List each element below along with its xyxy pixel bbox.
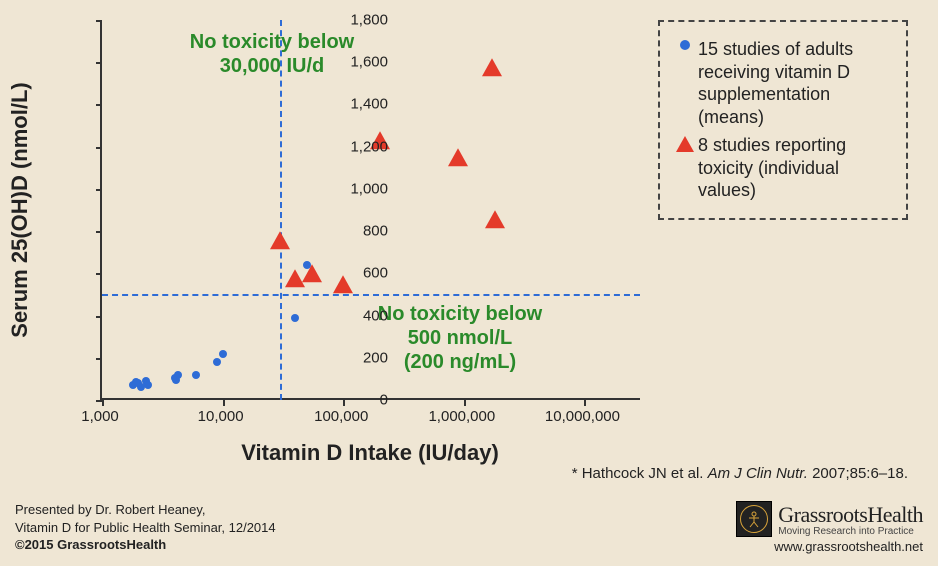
circle-marker-icon bbox=[144, 381, 152, 389]
y-tick-label: 0 bbox=[328, 392, 388, 409]
x-tick-label: 1,000,000 bbox=[428, 408, 495, 425]
y-tick-label: 1,600 bbox=[328, 54, 388, 71]
circle-marker-icon bbox=[174, 371, 182, 379]
circle-marker-icon bbox=[291, 314, 299, 322]
x-axis-label: Vitamin D Intake (IU/day) bbox=[241, 440, 499, 466]
y-tick-label: 1,800 bbox=[328, 12, 388, 29]
annotation-text: No toxicity below 500 nmol/L(200 ng/mL) bbox=[370, 302, 550, 374]
circle-marker-icon bbox=[213, 358, 221, 366]
triangle-marker-icon bbox=[672, 136, 698, 152]
y-tick-label: 400 bbox=[328, 307, 388, 324]
citation-text: * Hathcock JN et al. Am J Clin Nutr. 200… bbox=[572, 465, 908, 482]
circle-marker-icon bbox=[672, 40, 698, 50]
citation-suffix: 2007;85:6–18. bbox=[808, 465, 908, 482]
footer-credits: Presented by Dr. Robert Heaney, Vitamin … bbox=[15, 501, 276, 554]
triangle-marker-icon bbox=[302, 265, 322, 283]
y-tick-mark bbox=[96, 273, 102, 275]
citation-prefix: * Hathcock JN et al. bbox=[572, 465, 708, 482]
legend-item: 15 studies of adults receiving vitamin D… bbox=[672, 38, 894, 128]
citation-journal: Am J Clin Nutr. bbox=[708, 465, 808, 482]
y-tick-label: 1,200 bbox=[328, 138, 388, 155]
y-tick-mark bbox=[96, 20, 102, 22]
triangle-marker-icon bbox=[482, 58, 502, 76]
brand-logo-icon bbox=[736, 501, 772, 537]
y-tick-label: 200 bbox=[328, 349, 388, 366]
brand-name: GrassrootsHealth bbox=[778, 502, 923, 528]
legend-item: 8 studies reporting toxicity (individual… bbox=[672, 134, 894, 202]
brand-url: www.grassrootshealth.net bbox=[736, 539, 923, 554]
triangle-marker-icon bbox=[270, 231, 290, 249]
circle-marker-icon bbox=[192, 371, 200, 379]
triangle-marker-icon bbox=[485, 210, 505, 228]
presenter-line: Presented by Dr. Robert Heaney, bbox=[15, 501, 276, 519]
copyright-line: ©2015 GrassrootsHealth bbox=[15, 536, 276, 554]
y-tick-mark bbox=[96, 104, 102, 106]
x-tick-label: 10,000 bbox=[198, 408, 244, 425]
x-tick-mark bbox=[584, 400, 586, 406]
circle-marker-icon bbox=[219, 350, 227, 358]
seminar-line: Vitamin D for Public Health Seminar, 12/… bbox=[15, 519, 276, 537]
y-tick-label: 1,400 bbox=[328, 96, 388, 113]
legend-text: 8 studies reporting toxicity (individual… bbox=[698, 134, 894, 202]
y-tick-mark bbox=[96, 62, 102, 64]
y-tick-label: 600 bbox=[328, 265, 388, 282]
x-tick-mark bbox=[223, 400, 225, 406]
y-tick-label: 1,000 bbox=[328, 180, 388, 197]
brand-block: GrassrootsHealth Moving Research into Pr… bbox=[736, 501, 923, 554]
legend-text: 15 studies of adults receiving vitamin D… bbox=[698, 38, 894, 128]
x-tick-mark bbox=[464, 400, 466, 406]
x-tick-label: 1,000 bbox=[81, 408, 119, 425]
legend-box: 15 studies of adults receiving vitamin D… bbox=[658, 20, 908, 220]
plot-area: No toxicity below30,000 IU/dNo toxicity … bbox=[100, 20, 640, 400]
y-tick-mark bbox=[96, 189, 102, 191]
y-tick-mark bbox=[96, 316, 102, 318]
ref-hline bbox=[102, 294, 640, 296]
y-tick-mark bbox=[96, 358, 102, 360]
triangle-marker-icon bbox=[448, 149, 468, 167]
x-tick-label: 10,000,000 bbox=[545, 408, 620, 425]
y-tick-mark bbox=[96, 147, 102, 149]
y-axis-label: Serum 25(OH)D (nmol/L) bbox=[7, 82, 33, 337]
x-tick-mark bbox=[102, 400, 104, 406]
x-tick-label: 100,000 bbox=[314, 408, 368, 425]
y-tick-label: 800 bbox=[328, 223, 388, 240]
brand-tagline: Moving Research into Practice bbox=[778, 526, 923, 537]
y-tick-mark bbox=[96, 231, 102, 233]
